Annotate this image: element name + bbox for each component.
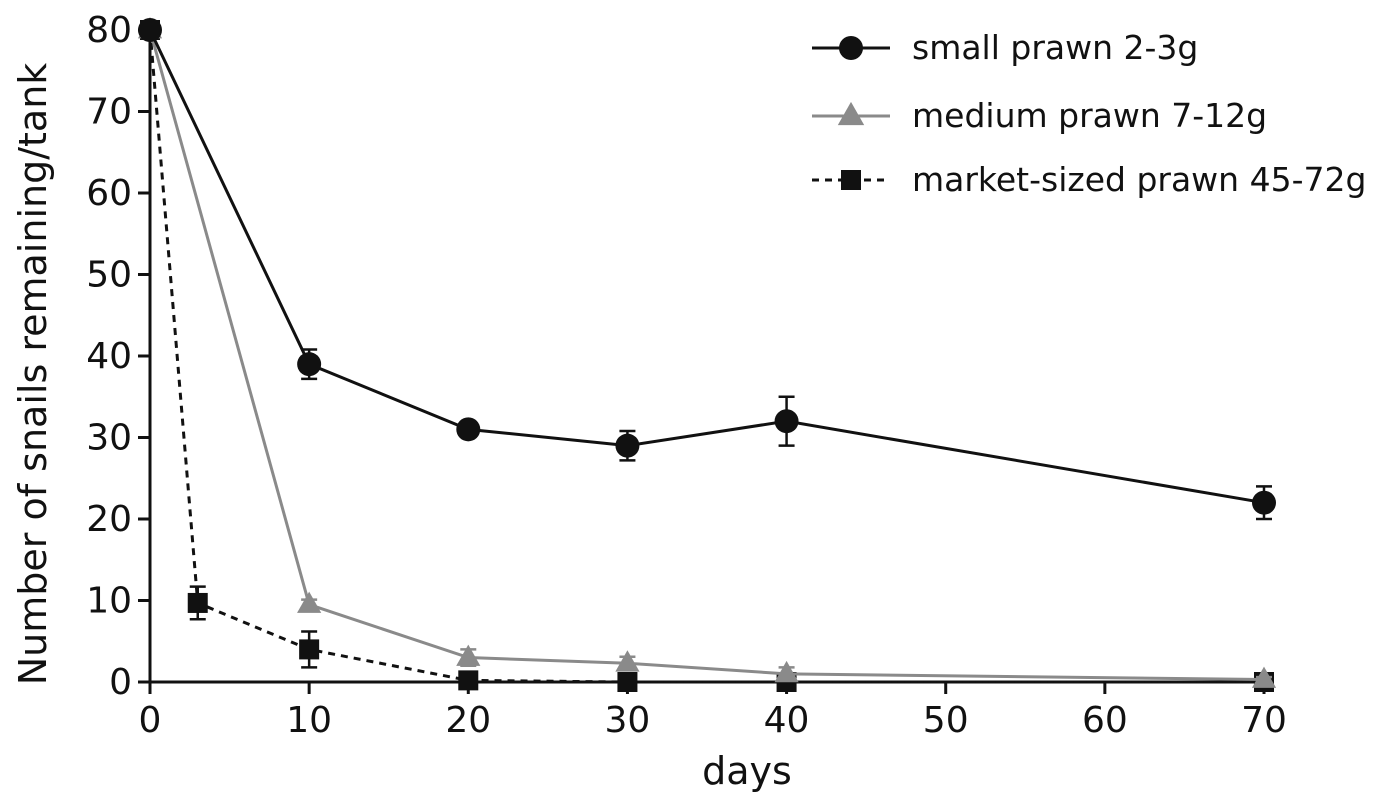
y-tick-label: 20 (86, 499, 132, 540)
data-point (615, 433, 640, 458)
y-tick-label: 50 (86, 255, 132, 296)
legend-label: medium prawn 7-12g (912, 96, 1267, 135)
y-tick-label: 40 (86, 336, 132, 377)
legend-item: market-sized prawn 45-72g (812, 160, 1366, 199)
x-tick-label: 10 (286, 700, 332, 741)
legend-item: medium prawn 7-12g (812, 96, 1267, 135)
x-tick-label: 70 (1241, 700, 1287, 741)
legend-marker (841, 170, 861, 190)
y-tick-label: 30 (86, 418, 132, 459)
data-point (187, 592, 208, 613)
legend-label: market-sized prawn 45-72g (912, 160, 1366, 199)
legend-marker (837, 101, 865, 126)
y-tick-label: 70 (86, 92, 132, 133)
tick-marks: 0 10 20 30 40 50 60 70 0 10 20 30 40 50 60 70 80 (86, 10, 1287, 741)
x-tick-label: 20 (445, 700, 491, 741)
data-point (1251, 666, 1277, 688)
x-axis-label: days (702, 749, 792, 793)
legend: small prawn 2-3g medium prawn 7-12g market… (812, 28, 1366, 199)
data-point (297, 352, 322, 377)
data-point (458, 670, 479, 691)
data-point (774, 660, 799, 683)
x-tick-label: 40 (764, 700, 810, 741)
series-line (148, 29, 1265, 682)
y-tick-label: 0 (109, 662, 132, 703)
data-point (299, 639, 320, 660)
x-tick-label: 30 (605, 700, 651, 741)
data-point (456, 417, 481, 442)
y-tick-label: 80 (86, 10, 132, 51)
data-point (297, 591, 322, 613)
legend-item: small prawn 2-3g (812, 28, 1198, 67)
x-tick-label: 0 (139, 700, 162, 741)
data-point (615, 650, 640, 672)
series-0 (138, 18, 1276, 521)
data-point (1252, 490, 1276, 515)
legend-label: small prawn 2-3g (912, 28, 1198, 67)
data-point (138, 18, 162, 42)
data-point (774, 409, 799, 434)
y-axis-label: Number of snails remaining/tank (11, 63, 55, 686)
series-1 (137, 17, 1277, 688)
legend-marker (839, 36, 863, 60)
plot-series (137, 17, 1277, 692)
x-tick-label: 50 (923, 700, 969, 741)
data-point (617, 672, 638, 692)
data-point (456, 644, 481, 666)
x-tick-label: 60 (1082, 700, 1128, 741)
y-tick-label: 60 (86, 173, 132, 214)
y-tick-label: 10 (86, 581, 132, 622)
series-line (148, 29, 1265, 505)
